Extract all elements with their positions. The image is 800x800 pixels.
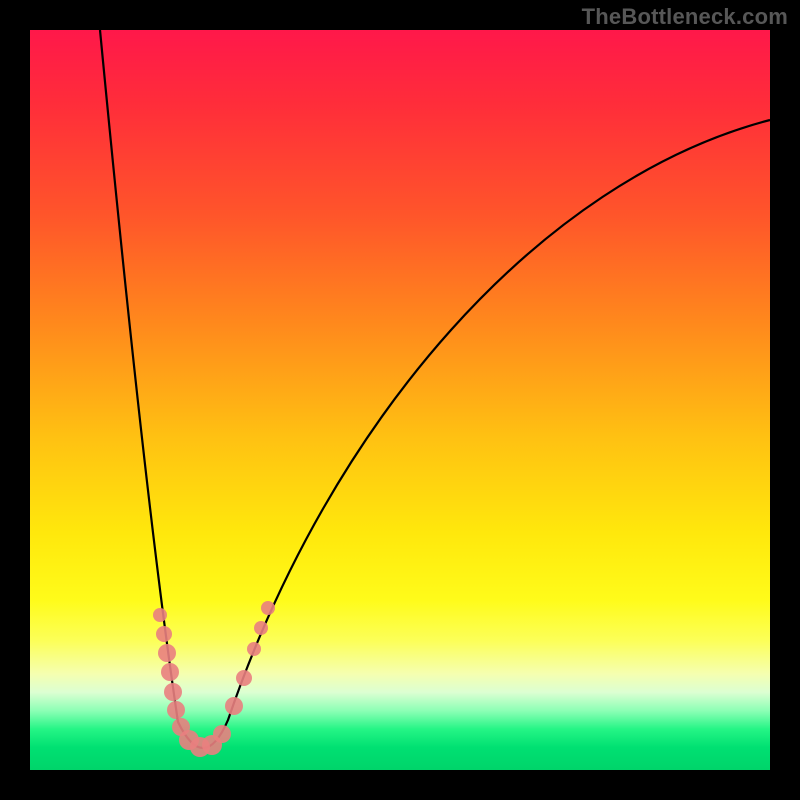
curve-marker xyxy=(158,644,176,662)
curve-marker xyxy=(213,725,231,743)
gradient-plot-area xyxy=(30,30,770,770)
curve-marker xyxy=(247,642,261,656)
chart-root: TheBottleneck.com xyxy=(0,0,800,800)
curve-marker xyxy=(254,621,268,635)
bottleneck-chart-svg xyxy=(0,0,800,800)
curve-marker xyxy=(167,701,185,719)
curve-marker xyxy=(156,626,172,642)
curve-marker xyxy=(153,608,167,622)
curve-marker xyxy=(225,697,243,715)
curve-marker xyxy=(164,683,182,701)
curve-marker xyxy=(161,663,179,681)
curve-marker xyxy=(261,601,275,615)
curve-marker xyxy=(236,670,252,686)
attribution-text: TheBottleneck.com xyxy=(582,4,788,30)
